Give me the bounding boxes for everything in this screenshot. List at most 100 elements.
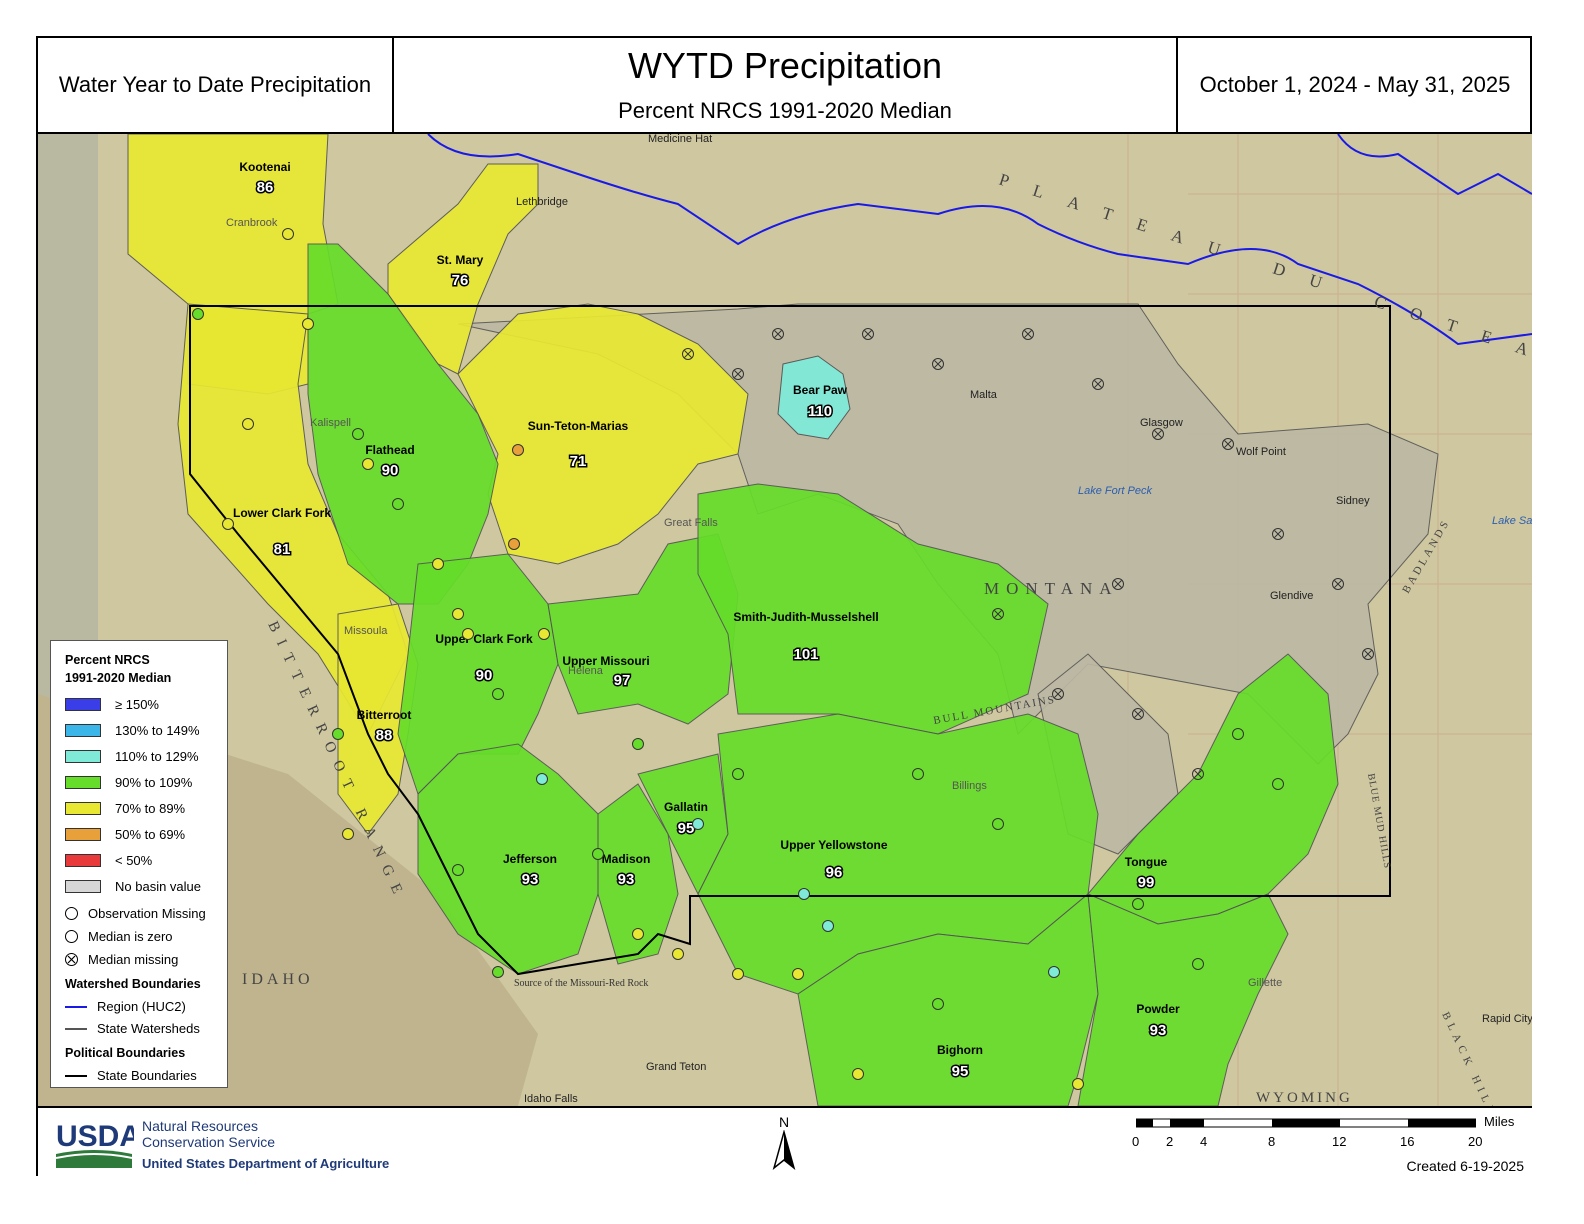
place-cranbrook: Cranbrook (226, 217, 278, 229)
station-marker (1272, 778, 1284, 790)
basin-name-bitterroot: Bitterroot (357, 708, 412, 722)
basin-name-gallatin: Gallatin (664, 800, 708, 814)
header-title-block: WYTD Precipitation Percent NRCS 1991-202… (394, 38, 1178, 132)
legend-line: State Boundaries (65, 1068, 197, 1083)
station-median-missing (1332, 578, 1344, 590)
basin-name-st-mary: St. Mary (437, 253, 484, 267)
place-malta: Malta (970, 389, 998, 401)
station-median-missing (732, 368, 744, 380)
station-marker (536, 773, 548, 785)
basin-name-jefferson: Jefferson (503, 852, 557, 866)
scale-tick: 20 (1468, 1134, 1483, 1149)
basin-name-madison: Madison (602, 852, 651, 866)
station-marker (1072, 1078, 1084, 1090)
place-rapid-city: Rapid City (1482, 1013, 1532, 1025)
line-swatch (65, 1005, 87, 1008)
station-marker (452, 864, 464, 876)
legend-class: ≥ 150% (65, 697, 159, 712)
label-idaho: IDAHO (242, 971, 314, 988)
legend-swatch (65, 828, 101, 841)
station-median-missing (772, 328, 784, 340)
usda-logo-icon: USDA (55, 1120, 141, 1168)
circle-icon (65, 930, 78, 943)
legend-label: 90% to 109% (115, 775, 193, 790)
station-marker (192, 308, 204, 320)
station-median-missing (992, 608, 1004, 620)
station-median-missing (1222, 438, 1234, 450)
station-marker (512, 444, 524, 456)
legend-watershed-title: Watershed Boundaries (65, 977, 201, 991)
basin-value-tongue: 99 (1138, 874, 1155, 891)
legend: Percent NRCS 1991-2020 Median ≥ 150% 130… (50, 640, 228, 1088)
basin-name-bear-paw: Bear Paw (793, 383, 848, 397)
legend-symbol: Observation Missing (65, 906, 206, 921)
basin-value-st-mary: 76 (452, 272, 469, 289)
station-marker (792, 968, 804, 980)
station-marker (492, 688, 504, 700)
basin-name-flathead: Flathead (365, 443, 414, 457)
basin-name-lower-clark-fork: Lower Clark Fork (233, 506, 331, 520)
station-marker (462, 628, 474, 640)
station-marker (432, 558, 444, 570)
map-canvas: Kootenai St. Mary Flathead Sun-Teton-Mar… (38, 134, 1532, 1106)
place-glendive: Glendive (1270, 590, 1313, 602)
basin-name-tongue: Tongue (1125, 855, 1168, 869)
basin-value-flathead: 90 (382, 462, 399, 479)
station-marker (302, 318, 314, 330)
basin-value-jefferson: 93 (522, 871, 539, 888)
basin-value-sun-teton-marias: 71 (570, 453, 587, 470)
place-kalispell: Kalispell (310, 417, 351, 429)
basin-value-madison: 93 (618, 871, 635, 888)
station-median-missing (1092, 378, 1104, 390)
basin-value-upper-missouri: 97 (614, 672, 631, 689)
map-frame: Water Year to Date Precipitation WYTD Pr… (36, 36, 1532, 1176)
agency-name-line1: Natural Resources (142, 1118, 258, 1134)
north-label: N (778, 1114, 790, 1130)
legend-swatch (65, 802, 101, 815)
station-marker (452, 608, 464, 620)
station-marker (342, 828, 354, 840)
map-title: WYTD Precipitation (627, 45, 943, 86)
station-median-missing (1022, 328, 1034, 340)
legend-class: No basin value (65, 879, 201, 894)
basin-value-lower-clark-fork: 81 (274, 541, 291, 558)
legend-label: State Watersheds (97, 1021, 200, 1036)
basin-name-kootenai: Kootenai (239, 160, 290, 174)
place-lake-fort-peck: Lake Fort Peck (1078, 485, 1152, 497)
station-median-missing (1362, 648, 1374, 660)
legend-class: 50% to 69% (65, 827, 185, 842)
station-marker (352, 428, 364, 440)
basin-value-gallatin: 95 (678, 820, 695, 837)
basin-bear-paw (777, 355, 851, 440)
basin-sun-teton-marias (457, 303, 749, 565)
legend-label: Median is zero (88, 929, 173, 944)
legend-class: 70% to 89% (65, 801, 185, 816)
basin-labels: Kootenai St. Mary Flathead Sun-Teton-Mar… (233, 160, 1180, 1057)
basin-value-powder: 93 (1150, 1022, 1167, 1039)
station-marker (732, 968, 744, 980)
scale-tick: 16 (1400, 1134, 1415, 1149)
station-marker (332, 728, 344, 740)
date-range: October 1, 2024 - May 31, 2025 (1199, 72, 1511, 97)
department-name: United States Department of Agriculture (142, 1156, 390, 1171)
north-arrow: N (772, 1114, 796, 1175)
agency-name-line2: Conservation Service (142, 1134, 276, 1150)
station-marker (242, 418, 254, 430)
place-missoula: Missoula (344, 625, 388, 637)
legend-label: Region (HUC2) (97, 999, 186, 1014)
scale-bar-graphic (1135, 1118, 1477, 1128)
place-helena: Helena (568, 665, 604, 677)
scale-tick: 8 (1268, 1134, 1276, 1149)
basin-name-upper-missouri: Upper Missouri (562, 654, 649, 668)
basin-value-smith-judith-musselshell: 101 (793, 646, 818, 663)
legend-symbol: Median is zero (65, 929, 173, 944)
legend-title-line1: Percent NRCS (65, 653, 150, 667)
basin-bitterroot (337, 603, 419, 835)
legend-swatch (65, 854, 101, 867)
usda-logo-text: USDA (56, 1120, 134, 1153)
created-date: Created 6-19-2025 (1406, 1158, 1524, 1174)
legend-label: < 50% (115, 853, 153, 868)
basin-value-kootenai: 86 (257, 179, 274, 196)
scale-bar: Miles 0 2 4 8 12 16 20 (1132, 1114, 1514, 1149)
legend-political-title: Political Boundaries (65, 1046, 186, 1060)
